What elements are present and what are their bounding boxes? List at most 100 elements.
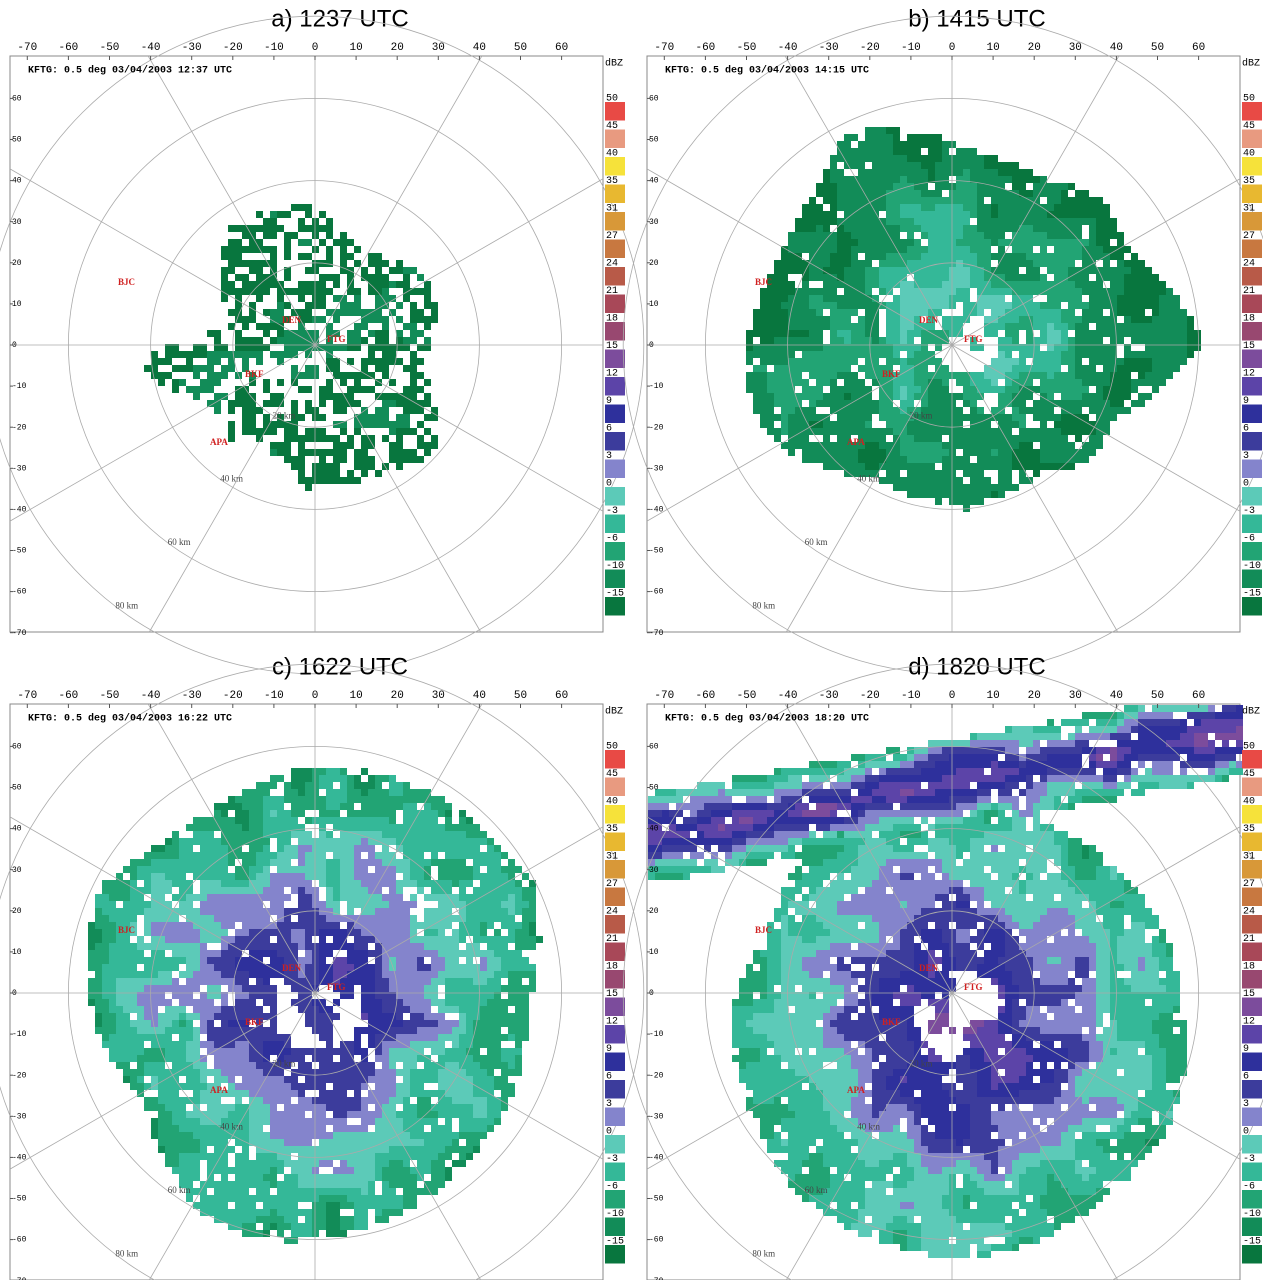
range-label: 40 km (857, 1122, 880, 1132)
y-tick-label: -70 (649, 629, 664, 638)
colorbar-label: 35 (606, 824, 618, 835)
station-label: BKF (245, 1017, 264, 1027)
y-tick-label: -40 (649, 506, 664, 515)
x-tick-label: 10 (349, 690, 362, 702)
azimuth-line (9, 992, 316, 1170)
y-tick-label: 20 (12, 259, 22, 268)
colorbar-swatch (1242, 1052, 1262, 1071)
colorbar-label: 45 (1243, 121, 1255, 132)
x-tick-label: -50 (100, 690, 120, 702)
colorbar-label: 12 (1243, 369, 1255, 380)
colorbar-label: 31 (606, 852, 618, 863)
azimuth-line (9, 344, 316, 522)
azimuth-line (646, 344, 953, 522)
range-ring (0, 663, 645, 1285)
colorbar-label: 21 (606, 286, 618, 297)
colorbar-label: 3 (1243, 1099, 1249, 1110)
azimuth-line (951, 992, 1119, 1281)
colorbar-swatch (605, 349, 625, 368)
y-tick-label: -10 (12, 382, 27, 391)
range-label: 60 km (168, 1185, 191, 1195)
colorbar-label: -10 (1243, 1209, 1261, 1220)
y-tick-label: -40 (12, 506, 27, 515)
x-tick-label: 30 (1069, 690, 1082, 702)
x-tick-label: 10 (986, 42, 999, 54)
y-tick-label: -20 (649, 1071, 664, 1080)
y-tick-label: 40 (649, 825, 659, 834)
colorbar-label: 15 (606, 989, 618, 1000)
colorbar-label: 31 (606, 204, 618, 215)
azimuth-line (785, 344, 953, 633)
colorbar-label: 40 (1243, 797, 1255, 808)
station-label: APA (210, 1085, 228, 1095)
x-tick-label: -60 (695, 42, 715, 54)
colorbar-label: 45 (606, 769, 618, 780)
colorbar-swatch (1242, 997, 1262, 1016)
azimuth-line (951, 826, 1241, 994)
x-tick-label: -40 (778, 690, 798, 702)
echo-region (228, 929, 403, 1062)
colorbar-swatch (1242, 487, 1262, 506)
colorbar-swatch (605, 777, 625, 796)
colorbar-label: -10 (1243, 561, 1261, 572)
colorbar-swatch (1242, 1190, 1262, 1209)
colorbar-label: 15 (606, 341, 618, 352)
colorbar-label: 40 (606, 149, 618, 160)
colorbar-label: 6 (606, 424, 612, 435)
colorbar-swatch (1242, 459, 1262, 478)
x-tick-label: 20 (391, 690, 404, 702)
range-label: 20 km (910, 410, 933, 420)
colorbar-label: 24 (606, 259, 618, 270)
x-tick-label: -10 (264, 42, 284, 54)
echo-region (648, 719, 1243, 1090)
azimuth-line (9, 168, 316, 346)
colorbar-swatch (1242, 777, 1262, 796)
echo-region (837, 204, 1068, 414)
colorbar-swatch (1242, 569, 1262, 588)
colorbar-swatch (605, 157, 625, 176)
colorbar-label: -3 (606, 1154, 618, 1165)
x-tick-label: 20 (391, 42, 404, 54)
y-tick-label: -30 (12, 1112, 27, 1121)
x-tick-label: -70 (654, 42, 674, 54)
y-tick-label: 50 (649, 136, 659, 145)
colorbar-swatch (1242, 212, 1262, 231)
colorbar-label: 15 (1243, 341, 1255, 352)
colorbar-label: 18 (606, 314, 618, 325)
colorbar-label: 24 (606, 907, 618, 918)
colorbar-swatch (1242, 805, 1262, 824)
colorbar-label: 3 (606, 451, 612, 462)
colorbar-swatch (1242, 404, 1262, 423)
station-label: BJC (118, 925, 135, 935)
colorbar-swatch (1242, 1217, 1262, 1236)
azimuth-line (147, 55, 316, 346)
colorbar-swatch (605, 212, 625, 231)
colorbar-swatch (605, 129, 625, 148)
x-tick-label: -30 (819, 690, 839, 702)
azimuth-line (784, 703, 953, 994)
y-tick-label: 0 (649, 989, 654, 998)
colorbar-swatch (605, 805, 625, 824)
azimuth-line (951, 992, 1241, 1160)
y-tick-label: 50 (12, 784, 22, 793)
y-tick-label: -60 (649, 1236, 664, 1245)
colorbar-label: 0 (1243, 479, 1249, 490)
y-tick-label: -50 (12, 1195, 27, 1204)
colorbar-label: 31 (1243, 204, 1255, 215)
colorbar-label: 21 (606, 934, 618, 945)
colorbar-label: -6 (606, 534, 618, 545)
y-tick-label: -60 (649, 588, 664, 597)
y-tick-label: 0 (12, 989, 17, 998)
colorbar-label: -3 (1243, 506, 1255, 517)
station-label: FTG (327, 334, 346, 344)
range-ring (622, 15, 1263, 675)
radar-panel: c) 1622 UTC 20 km 40 km 60 km 80 km BJC DEN FTG… (0, 653, 645, 1285)
colorbar-swatch (605, 1025, 625, 1044)
azimuth-line (314, 344, 604, 512)
range-label: 20 km (910, 1058, 933, 1068)
colorbar-label: 35 (1243, 824, 1255, 835)
colorbar-label: 12 (606, 369, 618, 380)
azimuth-line (785, 992, 953, 1281)
azimuth-line (784, 55, 953, 346)
colorbar-label: -15 (606, 1237, 624, 1248)
